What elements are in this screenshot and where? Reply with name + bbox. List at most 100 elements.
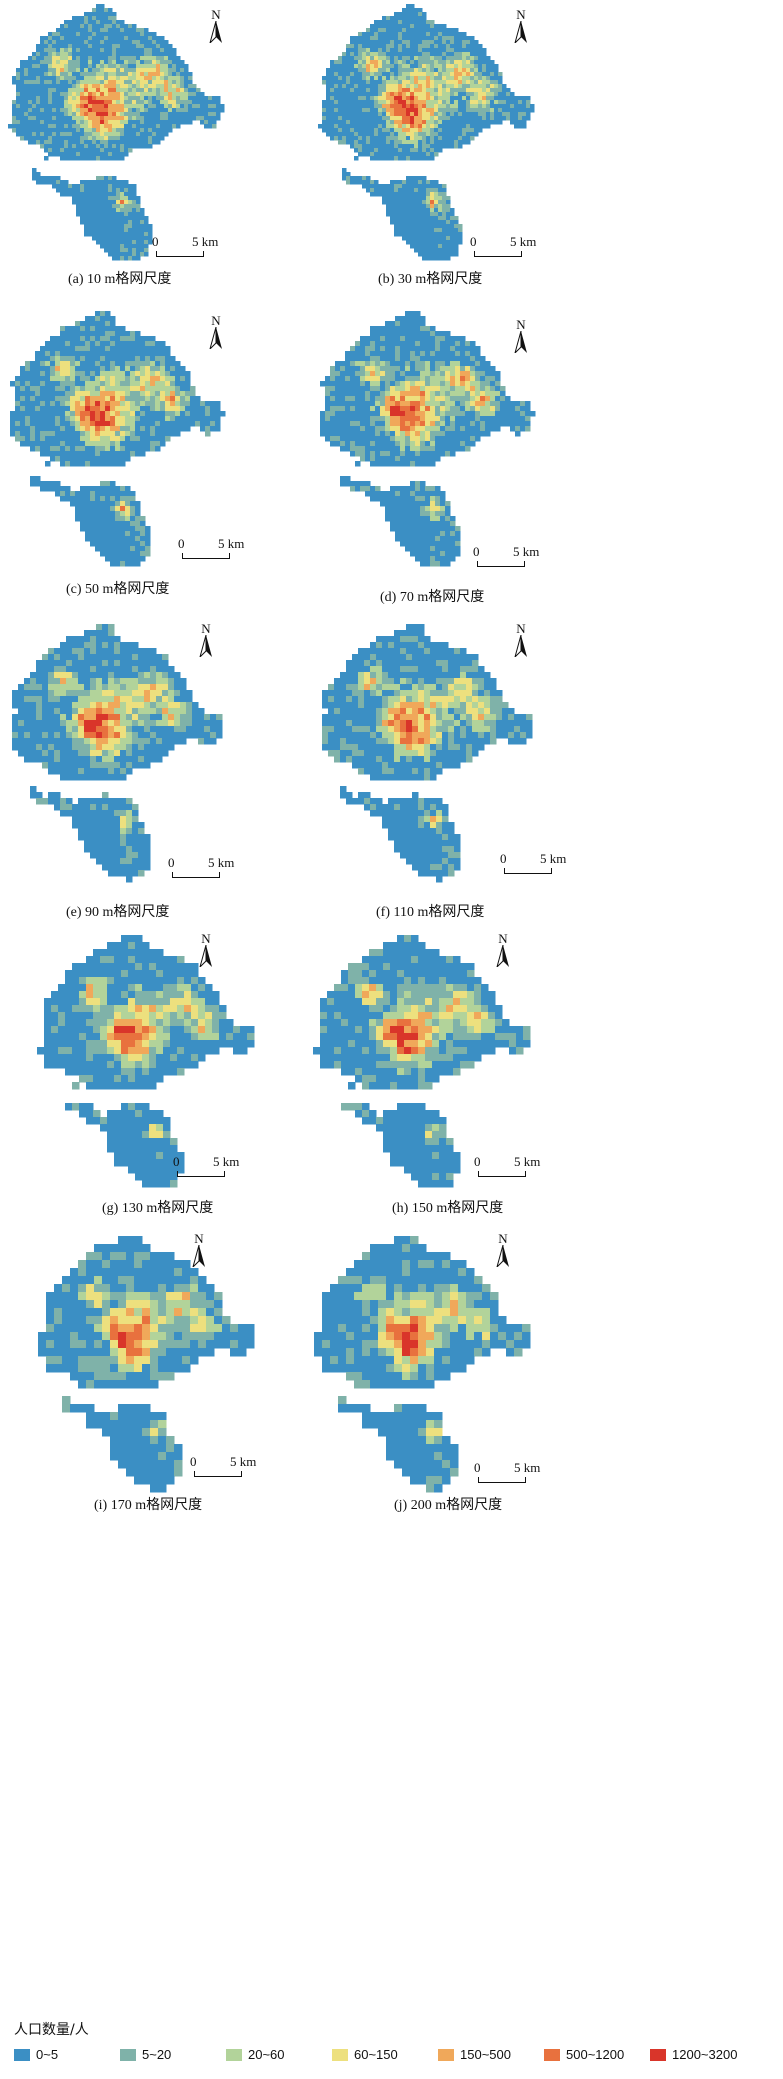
grid-cell — [116, 48, 121, 53]
grid-cell — [125, 361, 131, 367]
grid-cell — [402, 200, 407, 205]
grid-cell — [110, 446, 116, 452]
grid-cell — [164, 64, 169, 69]
grid-cell — [124, 192, 129, 197]
grid-cell — [16, 88, 21, 93]
grid-cell — [414, 152, 419, 157]
grid-cell — [422, 52, 427, 57]
grid-cell — [124, 188, 129, 193]
north-arrow: N — [510, 8, 532, 43]
grid-cell — [458, 236, 463, 241]
grid-cell — [370, 108, 375, 113]
grid-cell — [152, 44, 157, 49]
grid-cell — [470, 72, 475, 77]
grid-cell — [28, 132, 33, 137]
grid-cell — [30, 376, 36, 382]
grid-cell — [130, 421, 136, 427]
grid-cell — [430, 148, 435, 153]
grid-cell — [406, 32, 411, 37]
grid-cell — [450, 366, 456, 372]
grid-cell — [450, 376, 456, 382]
grid-cell — [442, 188, 447, 193]
grid-cell — [112, 100, 117, 105]
grid-cell — [402, 212, 407, 217]
grid-cell — [80, 506, 86, 512]
grid-cell — [136, 64, 141, 69]
grid-cell — [65, 461, 71, 467]
grid-cell — [318, 124, 323, 129]
grid-cell — [420, 336, 426, 342]
grid-cell — [144, 36, 149, 41]
grid-cell — [116, 88, 121, 93]
grid-cell — [426, 112, 431, 117]
grid-cell — [160, 72, 165, 77]
grid-cell — [110, 391, 116, 397]
grid-cell — [148, 112, 153, 117]
grid-cell — [92, 88, 97, 93]
grid-cell — [354, 80, 359, 85]
grid-cell — [32, 64, 37, 69]
grid-cell — [100, 486, 106, 492]
grid-cell — [446, 212, 451, 217]
grid-cell — [130, 356, 136, 362]
grid-cell — [386, 20, 391, 25]
grid-cell — [116, 180, 121, 185]
grid-cell — [402, 96, 407, 101]
grid-cell — [148, 72, 153, 77]
grid-cell — [52, 108, 57, 113]
grid-cell — [16, 100, 21, 105]
grid-cell — [330, 124, 335, 129]
grid-cell — [120, 228, 125, 233]
grid-cell — [80, 496, 86, 502]
grid-cell — [450, 96, 455, 101]
grid-cell — [530, 104, 535, 109]
grid-cell — [426, 152, 431, 157]
grid-cell — [390, 208, 395, 213]
grid-cell — [405, 366, 411, 372]
grid-cell — [342, 108, 347, 113]
grid-cell — [36, 68, 41, 73]
grid-cell — [370, 132, 375, 137]
grid-cell — [100, 366, 106, 372]
grid-cell — [72, 196, 77, 201]
grid-cell — [402, 224, 407, 229]
grid-cell — [406, 56, 411, 61]
grid-cell — [196, 96, 201, 101]
grid-cell — [84, 232, 89, 237]
grid-cell — [135, 526, 141, 532]
grid-cell — [380, 401, 386, 407]
grid-cell — [474, 84, 479, 89]
grid-cell — [90, 521, 96, 527]
grid-cell — [474, 88, 479, 93]
grid-cell — [10, 431, 16, 437]
grid-cell — [462, 48, 467, 53]
grid-cell — [116, 44, 121, 49]
grid-cell — [120, 396, 126, 402]
grid-cell — [80, 60, 85, 65]
grid-cell — [96, 152, 101, 157]
grid-cell — [450, 401, 456, 407]
grid-cell — [20, 431, 26, 437]
grid-cell — [422, 100, 427, 105]
grid-cell — [326, 124, 331, 129]
grid-cell — [466, 40, 471, 45]
grid-cell — [120, 456, 126, 462]
grid-cell — [152, 56, 157, 61]
grid-cell — [180, 112, 185, 117]
grid-cell — [216, 100, 221, 105]
grid-cell — [184, 80, 189, 85]
grid-cell — [442, 24, 447, 29]
grid-cell — [398, 128, 403, 133]
grid-cell — [454, 140, 459, 145]
grid-cell — [440, 376, 446, 382]
grid-cell — [450, 72, 455, 77]
grid-cell — [144, 76, 149, 81]
grid-cell — [454, 72, 459, 77]
grid-cell — [405, 361, 411, 367]
grid-cell — [335, 361, 341, 367]
grid-cell — [366, 28, 371, 33]
grid-cell — [72, 104, 77, 109]
grid-cell — [160, 40, 165, 45]
grid-cell — [130, 501, 136, 507]
grid-cell — [110, 351, 116, 357]
